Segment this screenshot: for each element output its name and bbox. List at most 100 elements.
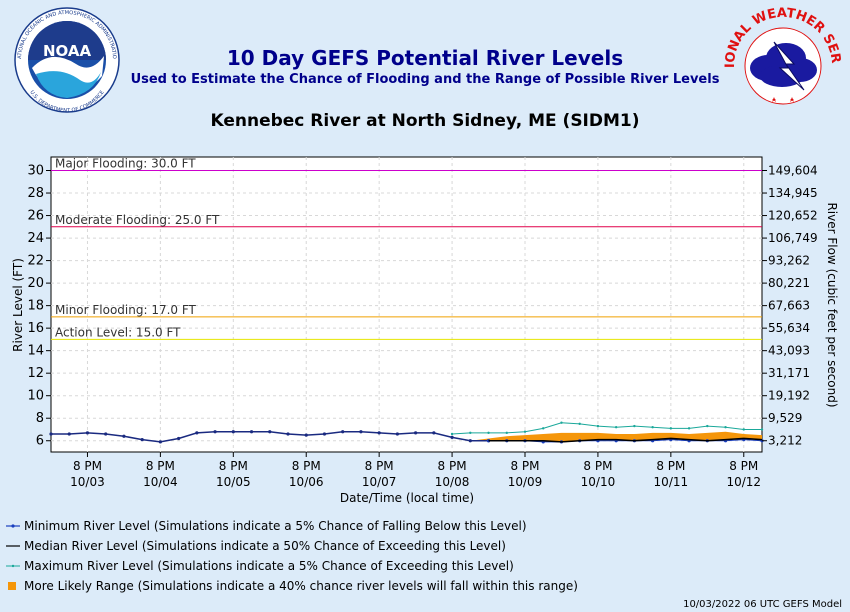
observed-point [140, 438, 144, 442]
maximum-series-point [633, 424, 636, 428]
observed-point [104, 432, 108, 436]
y2-tick-label: 43,093 [768, 344, 810, 358]
maximum-series-point [523, 430, 527, 433]
observed-point [249, 430, 254, 434]
maximum-series-point [706, 424, 709, 428]
y-tick-label: 10 [27, 389, 44, 404]
noaa-wordmark: NOAA [43, 42, 92, 60]
y-tick-label: 20 [27, 276, 44, 291]
threshold-layer: Major Flooding: 30.0 FT Moderate Flooding… [51, 157, 762, 340]
maximum-series-line [452, 422, 762, 435]
legend-label-maximum: Maximum River Level (Simulations indicat… [24, 559, 514, 573]
legend-label-median: Median River Level (Simulations indicate… [24, 539, 506, 553]
x-tick-label: 8 PM 10/12 [726, 459, 761, 489]
y-tick-label: 8 [36, 411, 44, 426]
page-title: 10 Day GEFS Potential River Levels [226, 46, 624, 70]
y2-tick-label: 149,604 [768, 164, 818, 178]
noaa-logo: NOAA NATIONAL OCEANIC AND ATMOSPHERIC AD… [6, 6, 120, 114]
maximum-series-point [614, 426, 618, 429]
observed-point [158, 440, 162, 444]
legend-label-likely-range: More Likely Range (Simulations indicate … [24, 579, 578, 593]
y-tick-label: 18 [27, 299, 44, 314]
observed-point [468, 439, 472, 443]
legend-item-maximum: Maximum River Level (Simulations indicat… [6, 556, 578, 576]
maximum-series-point [578, 422, 581, 426]
threshold-label: Action Level: 15.0 FT [55, 325, 181, 339]
observed-point [85, 431, 90, 435]
observed-point [304, 433, 308, 437]
observed-point [395, 432, 399, 436]
observed-point [67, 432, 71, 436]
observed-point [377, 431, 381, 435]
maximum-series-point [487, 431, 490, 435]
maximum-series-point [560, 421, 563, 424]
legend: Minimum River Level (Simulations indicat… [6, 516, 578, 596]
nws-logo: NATIONAL WEATHER SERVICE [722, 6, 843, 105]
legend-item-likely-range: More Likely Range (Simulations indicate … [6, 576, 578, 596]
threshold-label: Major Flooding: 30.0 FT [55, 157, 196, 171]
legend-swatch-minimum [6, 524, 20, 528]
observed-point [195, 431, 199, 435]
x-tick-label: 8 PM 10/07 [362, 459, 397, 489]
threshold-label: Moderate Flooding: 25.0 FT [55, 213, 220, 227]
legend-swatch-median [6, 545, 20, 547]
maximum-series-point [469, 431, 472, 435]
maximum-series-point [760, 428, 764, 431]
legend-swatch-likely-range [8, 582, 16, 590]
maximum-series-point [687, 427, 691, 430]
x-tick-label: 8 PM 10/10 [581, 459, 616, 489]
y2-tick-label: 31,171 [768, 366, 810, 380]
page-subtitle: Used to Estimate the Chance of Flooding … [130, 72, 720, 87]
y2-tick-label: 55,634 [768, 321, 810, 335]
maximum-series-point [450, 432, 454, 436]
y-tick-label: 28 [27, 186, 44, 201]
y-tick-label: 22 [27, 254, 44, 269]
y2-tick-label: 80,221 [768, 276, 810, 290]
y2-axis-label: River Flow (cubic feet per second) [825, 202, 839, 407]
y-tick-label: 26 [27, 209, 44, 224]
y2-tick-label: 93,262 [768, 254, 810, 268]
y2-tick-label: 106,749 [768, 231, 818, 245]
y2-tick-label: 9,529 [768, 411, 802, 425]
y-axis-label: River Level (FT) [11, 258, 25, 352]
y-tick-label: 30 [27, 164, 44, 179]
observed-point [122, 434, 126, 438]
observed-point [49, 432, 53, 436]
observed-point [414, 431, 418, 435]
legend-item-median: Median River Level (Simulations indicate… [6, 536, 578, 556]
threshold-label: Minor Flooding: 17.0 FT [55, 303, 197, 317]
series-layer [49, 421, 764, 444]
maximum-series-point [742, 428, 745, 431]
axis-layer: 6 8 10 12 14 16 18 20 22 24 26 28 30 149,604 134,945 12… [27, 164, 817, 489]
y2-tick-label: 19,192 [768, 389, 810, 403]
station-name: Kennebec River at North Sidney, ME (SIDM… [210, 111, 640, 131]
observed-point [341, 430, 345, 434]
x-tick-label: 8 PM 10/05 [216, 459, 251, 489]
y2-tick-label: 67,663 [768, 299, 810, 313]
observed-point [450, 435, 454, 439]
x-tick-label: 8 PM 10/08 [435, 459, 470, 489]
y-tick-label: 24 [27, 231, 44, 246]
x-tick-label: 8 PM 10/11 [654, 459, 689, 489]
maximum-series-point [669, 427, 673, 430]
y2-tick-label: 134,945 [768, 186, 818, 200]
y-tick-label: 14 [27, 344, 44, 359]
median-series-line [488, 437, 763, 443]
legend-label-minimum: Minimum River Level (Simulations indicat… [24, 519, 527, 533]
y-tick-label: 12 [27, 366, 44, 381]
y-tick-label: 6 [36, 434, 44, 449]
observed-point [359, 430, 363, 434]
y2-tick-label: 120,652 [768, 209, 818, 223]
y-tick-label: 16 [27, 321, 44, 336]
plot-area [50, 156, 763, 453]
maximum-series-point [651, 426, 654, 429]
observed-point [231, 430, 235, 434]
x-tick-label: 8 PM 10/09 [508, 459, 543, 489]
x-tick-label: 8 PM 10/06 [289, 459, 324, 489]
x-axis-label: Date/Time (local time) [340, 491, 474, 505]
legend-item-minimum: Minimum River Level (Simulations indicat… [6, 516, 578, 536]
river-level-chart: Major Flooding: 30.0 FT Moderate Flooding… [11, 156, 839, 505]
observed-point [177, 436, 181, 441]
observed-point [213, 430, 217, 434]
observed-point [268, 430, 272, 434]
